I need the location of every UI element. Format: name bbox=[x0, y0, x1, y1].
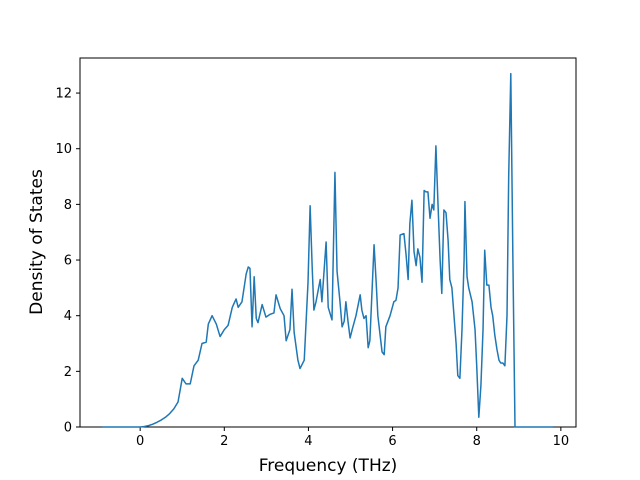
x-tick-label: 10 bbox=[553, 434, 570, 449]
y-tick-label: 12 bbox=[55, 87, 72, 102]
x-tick-label: 0 bbox=[136, 434, 144, 449]
y-tick-label: 2 bbox=[64, 365, 72, 380]
y-tick-label: 4 bbox=[64, 309, 72, 324]
y-tick-label: 6 bbox=[64, 254, 72, 269]
x-axis-label: Frequency (THz) bbox=[259, 456, 398, 476]
y-tick-label: 8 bbox=[64, 198, 72, 213]
x-tick-label: 4 bbox=[304, 434, 312, 449]
axes-frame bbox=[79, 57, 577, 428]
y-tick-label: 0 bbox=[64, 421, 72, 436]
x-tick-label: 8 bbox=[473, 434, 481, 449]
data-line bbox=[102, 72, 553, 428]
x-tick-label: 6 bbox=[388, 434, 396, 449]
y-axis-label: Density of States bbox=[27, 169, 47, 315]
y-tick-label: 10 bbox=[55, 142, 72, 157]
x-tick-label: 2 bbox=[220, 434, 228, 449]
